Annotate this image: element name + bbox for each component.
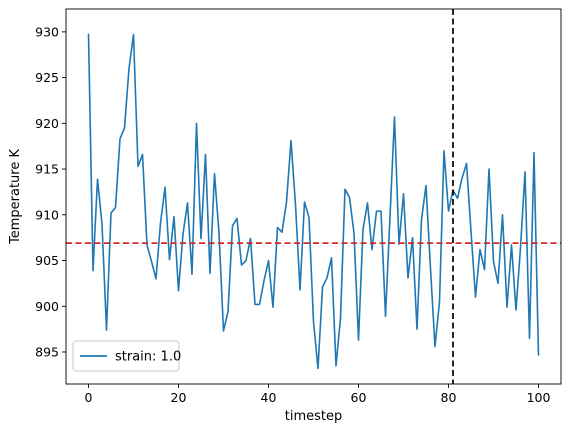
x-tick-label: 0 bbox=[85, 390, 93, 405]
y-tick-label: 925 bbox=[35, 70, 59, 85]
x-tick-label: 100 bbox=[527, 390, 551, 405]
x-tick-label: 20 bbox=[171, 390, 187, 405]
y-tick-label: 915 bbox=[35, 162, 59, 177]
y-tick-label: 920 bbox=[35, 116, 59, 131]
x-axis: 0 20 40 60 80 100 bbox=[85, 384, 551, 405]
legend-box bbox=[72, 340, 180, 372]
x-tick-label: 60 bbox=[351, 390, 367, 405]
plot-frame bbox=[65, 8, 562, 385]
x-axis-label: timestep bbox=[285, 409, 343, 424]
legend-label: strain: 1.0 bbox=[115, 350, 181, 365]
y-tick-label: 900 bbox=[35, 299, 59, 314]
y-axis-label: Temperature K bbox=[8, 149, 23, 245]
y-tick-label: 905 bbox=[35, 253, 59, 268]
x-tick-label: 80 bbox=[441, 390, 457, 405]
x-tick-label: 40 bbox=[261, 390, 277, 405]
y-tick-label: 910 bbox=[35, 207, 59, 222]
y-tick-label: 930 bbox=[35, 24, 59, 39]
legend: strain: 1.0 bbox=[72, 340, 181, 372]
series-line-0 bbox=[87, 33, 540, 370]
y-axis: 895 900 905 910 915 920 925 930 bbox=[35, 24, 66, 359]
y-tick-label: 895 bbox=[35, 344, 59, 359]
